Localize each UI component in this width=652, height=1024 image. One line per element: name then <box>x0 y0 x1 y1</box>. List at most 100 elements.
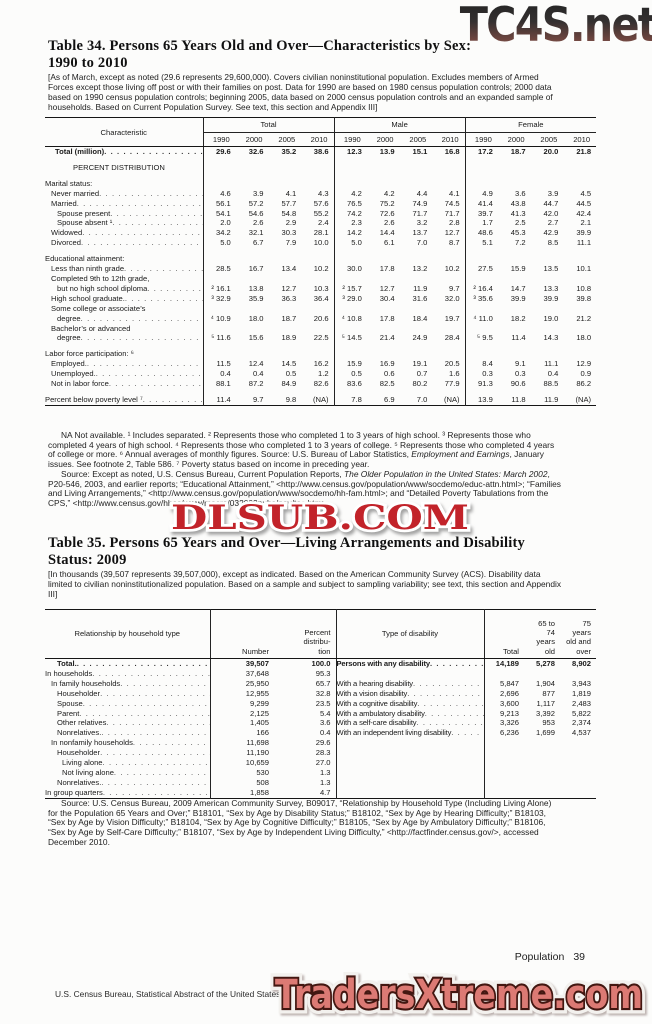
value-cell: 88.1 <box>202 379 236 389</box>
label-wrap: Marital status: <box>45 179 203 189</box>
row-label: Bachelor’s or advanced <box>45 324 203 334</box>
label-text: Unemployed. <box>51 369 96 379</box>
row-label: PERCENT DISTRIBUTION <box>45 163 203 173</box>
value-cell <box>483 758 524 768</box>
value-cell: 14.3 <box>543 333 559 343</box>
value-cell: 14.7 <box>510 283 526 293</box>
value-cell: 2.0 <box>202 218 236 229</box>
value-cell: 16.7 <box>248 264 264 274</box>
empty-cell <box>335 668 484 679</box>
label-wrap: Unemployed. <box>45 369 203 379</box>
empty-cell <box>333 254 466 265</box>
value-cell <box>483 777 524 788</box>
label-wrap: Total (million) <box>45 147 203 157</box>
value-cell: 11.5 <box>202 359 236 370</box>
leader-dots <box>109 379 203 389</box>
row-label: With a hearing disability <box>335 678 484 689</box>
value-cell: 38.6 <box>313 147 329 156</box>
value-cell: 10,659 <box>209 758 274 768</box>
value-cell: 24.9 <box>412 333 428 343</box>
row-label: Married <box>45 199 203 209</box>
label-wrap: With a hearing disability <box>337 679 484 689</box>
table35-body: Total. 39,507 100.0 Persons with any disabi… <box>45 658 596 799</box>
value-cell <box>560 748 596 758</box>
value-cell: 1,904 <box>535 678 555 688</box>
value-cell: 6,236 <box>483 728 524 739</box>
leader-dots <box>100 689 209 699</box>
value-cell: 1,117 <box>536 698 555 708</box>
year-header: 2000 <box>366 132 400 147</box>
number-header: Number <box>209 609 274 659</box>
value-cell: 7.2 <box>515 238 526 248</box>
value-cell: 0.3 <box>515 369 526 379</box>
label-text: With a ambulatory disability <box>336 708 425 718</box>
value-cell: 15.1 <box>412 147 428 156</box>
value-cell: 2.3 <box>333 218 367 229</box>
relationship-header: Relationship by household type <box>45 609 210 659</box>
label-wrap: Not living alone <box>45 768 210 778</box>
value-cell: 5.1 <box>464 238 498 249</box>
label-text: In nonfamily households <box>51 738 133 748</box>
year-header: 2005 <box>399 132 433 147</box>
row-label: Completed 9th to 12th grade, <box>45 274 203 284</box>
row-label: degree <box>45 314 203 324</box>
leader-dots <box>79 709 209 719</box>
value-cell <box>483 738 524 749</box>
value-cell: 86.2 <box>576 379 592 389</box>
value-cell: 90.6 <box>510 379 526 389</box>
empty-cell <box>202 388 335 395</box>
label-text: In family households <box>51 678 121 688</box>
value-cell: 27.5 <box>464 264 498 274</box>
value-cell: 83.6 <box>333 379 367 389</box>
row-label: With a vision disability <box>335 688 484 699</box>
value-cell: 42.0 <box>543 208 559 218</box>
page-footer-right: Population 39 <box>45 951 585 963</box>
value-cell: 10.0 <box>313 238 329 248</box>
year-header: 2005 <box>268 132 302 147</box>
value-cell: 8,902 <box>571 659 591 668</box>
spacer-row <box>45 388 597 395</box>
value-cell: 100.0 <box>311 659 331 668</box>
value-cell: 16.9 <box>379 359 395 369</box>
value-cell: 21.8 <box>576 147 592 156</box>
label-text: Widowed <box>51 228 83 238</box>
table-row: Spouse 9,299 23.5 With a cognitive disabili… <box>45 698 596 709</box>
value-cell: 42.9 <box>543 228 559 238</box>
value-cell: 1.3 <box>319 777 331 787</box>
value-cell: 84.9 <box>281 379 297 389</box>
row-label: Living alone <box>45 758 210 768</box>
value-cell <box>524 738 560 748</box>
value-cell: 21.2 <box>576 313 592 323</box>
label-wrap: Widowed <box>45 228 203 238</box>
leader-dots <box>82 228 202 238</box>
row-label: Marital status: <box>45 179 203 189</box>
value-cell: 30.4 <box>379 293 395 303</box>
table-row: Spouse present 54.1 54.6 54.8 55.2 74.2 72.6 71… <box>45 208 596 219</box>
age-65-74-header: 65 to 74 years old <box>524 609 560 659</box>
value-cell: 15.6 <box>248 333 264 343</box>
table35-source: Source: U.S. Census Bureau, 2009 America… <box>48 798 552 847</box>
row-label: Parent <box>45 709 210 719</box>
leader-dots <box>120 679 209 689</box>
label-wrap: Employed. <box>45 359 203 369</box>
label-text: With a vision disability <box>336 688 408 698</box>
disability-type-header: Type of disability <box>335 609 484 659</box>
label-wrap: Parent <box>45 709 210 719</box>
value-cell: 57.6 <box>313 198 329 208</box>
label-text: Some college or associate’s <box>51 303 146 313</box>
label-wrap: With an independent living disability <box>337 728 484 738</box>
label-wrap: Total. <box>45 659 210 669</box>
table35: Relationship by household type Number Pe… <box>45 609 596 799</box>
empty-cell <box>335 738 484 749</box>
table34-title-line1: Table 34. Persons 65 Years Old and Over—… <box>48 38 472 54</box>
value-cell: 5,278 <box>535 659 555 668</box>
spacer-row <box>45 343 597 350</box>
value-cell: 22.5 <box>313 333 329 343</box>
label-text: PERCENT DISTRIBUTION <box>73 162 165 172</box>
leader-dots <box>81 314 203 324</box>
value-cell: 18.4 <box>412 313 428 323</box>
table-row: Householder 12,955 32.8 With a vision disab… <box>45 688 596 699</box>
value-cell: 41.3 <box>510 208 526 218</box>
value-cell: 35.9 <box>248 293 264 303</box>
value-cell: 1.2 <box>317 369 329 379</box>
